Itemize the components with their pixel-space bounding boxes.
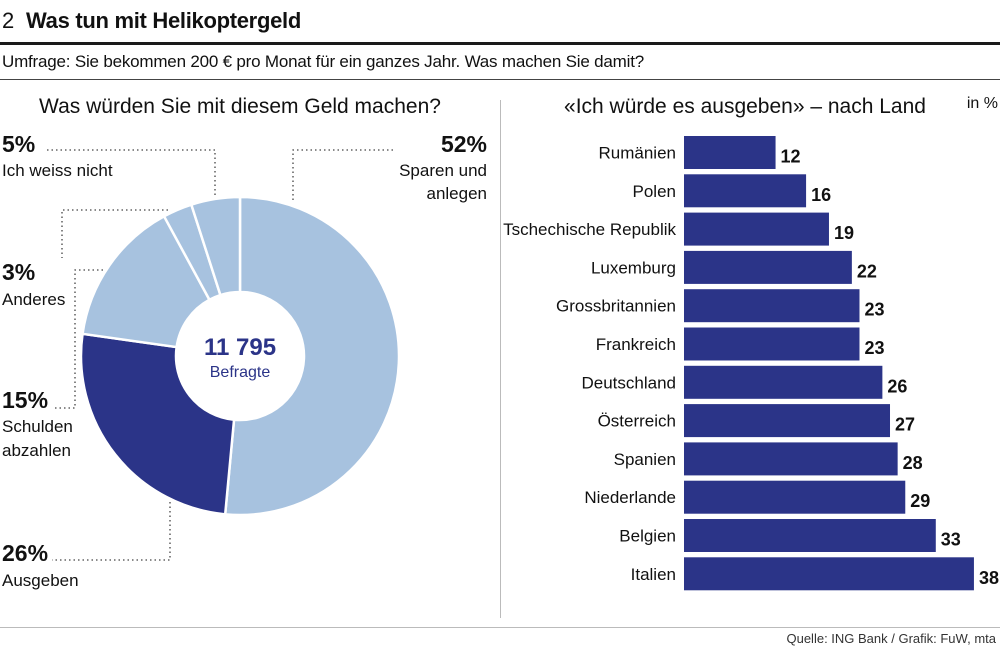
value-label-4: 23 (864, 300, 884, 320)
slice-label-anderes: Anderes (2, 290, 65, 309)
bar-11 (684, 557, 974, 591)
category-label-10: Belgien (619, 527, 676, 546)
value-label-7: 27 (895, 415, 915, 435)
header: 2 Was tun mit Helikoptergeld (0, 0, 1000, 44)
value-label-9: 29 (910, 491, 930, 511)
category-label-4: Grossbritannien (556, 297, 676, 316)
donut-slice-2 (81, 214, 212, 349)
donut-slice-4 (189, 195, 242, 297)
value-label-2: 19 (834, 223, 854, 243)
bar-3 (684, 250, 852, 284)
category-label-6: Deutschland (581, 373, 676, 392)
donut-slice-1 (79, 332, 236, 516)
leader-line-weiss (45, 149, 216, 195)
slice-pct-schulden: 15% (2, 387, 48, 413)
donut-chart (79, 195, 401, 517)
bar-chart-title: «Ich würde es ausgeben» – nach Land (564, 95, 926, 118)
donut-labels: 52% Sparen und anlegen 5% Ich weiss nich… (2, 131, 487, 590)
bar-chart: Rumänien 12 Polen 16 Tschechische Republik 19… (503, 136, 999, 591)
leader-line-ausgeben (52, 502, 171, 561)
value-label-8: 28 (903, 453, 923, 473)
subtitle-rule (0, 79, 1000, 80)
page-title: Was tun mit Helikoptergeld (26, 8, 301, 33)
panel-divider (500, 100, 501, 618)
donut-center: 11 795 Befragte (204, 334, 276, 381)
category-label-8: Spanien (614, 450, 676, 469)
slice-label-ausgeben: Ausgeben (2, 571, 79, 590)
leader-line-sparen (292, 149, 395, 200)
bar-1 (684, 174, 807, 208)
center-label: Befragte (210, 364, 271, 381)
subtitle: Umfrage: Sie bekommen 200 € pro Monat fü… (2, 52, 644, 71)
category-label-3: Luxemburg (591, 258, 676, 277)
slice-label-weiss: Ich weiss nicht (2, 161, 113, 180)
slice-pct-weiss: 5% (2, 131, 35, 157)
bar-10 (684, 519, 936, 552)
value-label-5: 23 (864, 338, 884, 358)
category-label-11: Italien (631, 565, 676, 584)
source-note: Quelle: ING Bank / Grafik: FuW, mta (786, 631, 996, 646)
slice-label-schulden-2: abzahlen (2, 441, 71, 460)
value-label-1: 16 (811, 185, 831, 205)
bar-5 (684, 327, 860, 361)
bar-0 (684, 136, 776, 169)
center-value: 11 795 (204, 334, 276, 361)
bar-8 (684, 442, 898, 476)
slice-label-sparen-1: Sparen und (399, 161, 487, 180)
bar-4 (684, 289, 860, 323)
category-label-2: Tschechische Republik (503, 220, 676, 239)
leader-line-schulden (52, 269, 103, 409)
value-label-10: 33 (941, 530, 961, 550)
title-rule (0, 42, 1000, 45)
donut-title: Was würden Sie mit diesem Geld machen? (39, 95, 441, 118)
value-label-6: 26 (887, 376, 907, 396)
slice-label-sparen-2: anlegen (426, 184, 487, 203)
chart-number: 2 (2, 8, 15, 33)
category-label-5: Frankreich (596, 335, 676, 354)
category-label-9: Niederlande (584, 488, 676, 507)
category-label-0: Rumänien (599, 144, 677, 163)
footer-rule (0, 627, 1000, 628)
category-label-7: Österreich (598, 412, 676, 431)
slice-pct-ausgeben: 26% (2, 540, 48, 566)
donut-slice-0 (223, 195, 401, 517)
bar-9 (684, 480, 906, 514)
slice-pct-sparen: 52% (441, 131, 487, 157)
value-label-11: 38 (979, 568, 999, 588)
category-label-1: Polen (633, 182, 676, 201)
bar-6 (684, 365, 883, 399)
value-label-3: 22 (857, 261, 877, 281)
slice-pct-anderes: 3% (2, 259, 35, 285)
bar-2 (684, 212, 829, 246)
bar-7 (684, 404, 891, 438)
unit-label: in % (967, 95, 998, 112)
value-label-0: 12 (781, 147, 801, 167)
slice-label-schulden-1: Schulden (2, 417, 73, 436)
leader-lines (45, 149, 395, 561)
